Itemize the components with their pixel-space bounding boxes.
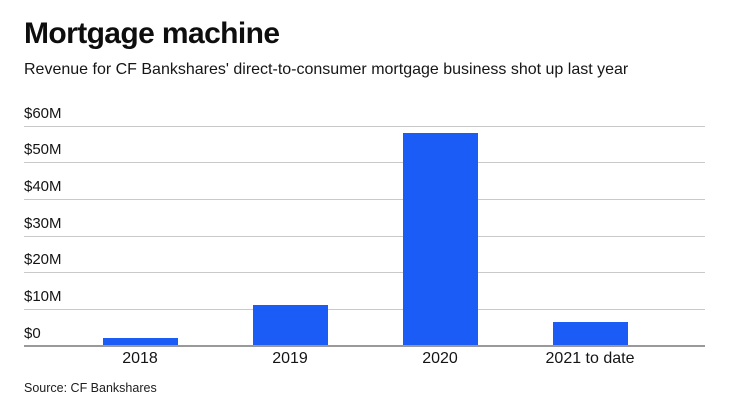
bar-2019	[252, 305, 328, 346]
bar-2020	[402, 132, 478, 346]
source-note: Source: CF Bankshares	[24, 381, 157, 395]
x-axis-category-label: 2020	[422, 350, 458, 367]
chart-title: Mortgage machine	[24, 17, 280, 50]
gridline	[24, 272, 705, 274]
y-axis-tick-label: $30M	[24, 214, 62, 232]
gridline	[24, 198, 705, 200]
x-axis-category-label: 2021 to date	[545, 350, 635, 367]
x-axis-category-label: 2019	[272, 350, 308, 367]
y-axis-tick-label: $20M	[24, 251, 62, 269]
y-axis-tick-label: $0	[24, 324, 41, 342]
y-axis-tick-label: $10M	[24, 287, 62, 305]
y-axis-tick-label: $40M	[24, 177, 62, 195]
x-axis-category-label: 2018	[122, 350, 158, 367]
gridline	[24, 235, 705, 237]
bar-2021-to-date	[552, 321, 628, 346]
y-axis-tick-label: $50M	[24, 141, 62, 159]
x-axis-baseline	[24, 345, 705, 347]
y-axis-tick-label: $60M	[24, 104, 62, 122]
gridline	[24, 125, 705, 127]
chart-subtitle: Revenue for CF Bankshares' direct-to-con…	[24, 61, 629, 78]
gridline	[24, 162, 705, 164]
gridline	[24, 308, 705, 310]
bar-2018	[102, 338, 178, 346]
